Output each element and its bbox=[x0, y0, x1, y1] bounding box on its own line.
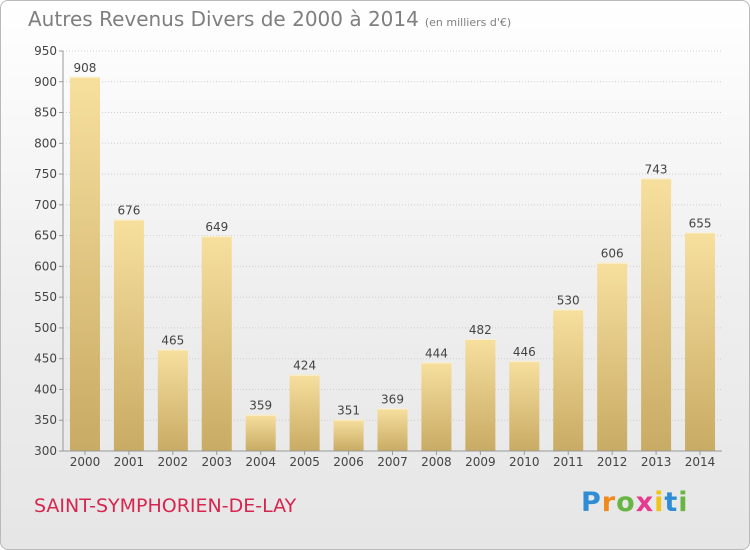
data-label: 649 bbox=[205, 220, 228, 234]
data-label: 655 bbox=[689, 217, 712, 231]
data-label: 424 bbox=[293, 359, 316, 373]
y-tick-label: 500 bbox=[34, 321, 57, 335]
y-tick-label: 400 bbox=[34, 382, 57, 396]
x-tick-label: 2011 bbox=[553, 455, 584, 469]
x-tick-label: 2002 bbox=[158, 455, 189, 469]
bar bbox=[333, 419, 364, 451]
y-tick-label: 650 bbox=[34, 229, 57, 243]
x-tick-label: 2006 bbox=[333, 455, 364, 469]
data-label: 530 bbox=[557, 293, 580, 307]
y-tick-label: 700 bbox=[34, 198, 57, 212]
bar bbox=[421, 362, 452, 451]
y-tick-label: 600 bbox=[34, 259, 57, 273]
bar bbox=[465, 339, 496, 451]
y-tick-label: 950 bbox=[34, 44, 57, 58]
chart-title: Autres Revenus Divers de 2000 à 2014 (en … bbox=[28, 7, 511, 31]
data-label: 465 bbox=[161, 333, 184, 347]
bar bbox=[553, 309, 584, 451]
axis-layer: 300 350 400 450 500 550 600 650 700 750 800 850 900 9… bbox=[34, 44, 722, 469]
data-label: 482 bbox=[469, 323, 492, 337]
y-tick-label: 300 bbox=[34, 444, 57, 458]
bar bbox=[201, 236, 232, 451]
data-label: 369 bbox=[381, 393, 404, 407]
x-tick-label: 2007 bbox=[377, 455, 408, 469]
bars-layer bbox=[69, 76, 716, 451]
x-tick-label: 2008 bbox=[421, 455, 452, 469]
labels-layer: 908 676 465 649 359 424 351 369 444 482 446 530 606 7… bbox=[74, 61, 712, 418]
y-tick-label: 350 bbox=[34, 413, 57, 427]
chart-unit-note: (en milliers d'€) bbox=[424, 16, 512, 29]
data-label: 743 bbox=[645, 162, 668, 176]
x-tick-label: 2010 bbox=[509, 455, 540, 469]
bar bbox=[509, 361, 540, 451]
x-tick-label: 2009 bbox=[465, 455, 496, 469]
x-tick-label: 2012 bbox=[597, 455, 628, 469]
data-label: 351 bbox=[337, 404, 360, 418]
y-tick-label: 900 bbox=[34, 75, 57, 89]
x-tick-label: 2001 bbox=[114, 455, 145, 469]
bar bbox=[245, 414, 276, 451]
y-tick-label: 850 bbox=[34, 106, 57, 120]
commune-name: SAINT-SYMPHORIEN-DE-LAY bbox=[34, 495, 297, 517]
bar bbox=[113, 219, 144, 451]
x-tick-label: 2013 bbox=[641, 455, 672, 469]
bar bbox=[157, 349, 188, 451]
y-tick-label: 550 bbox=[34, 290, 57, 304]
proxiti-logo[interactable]: Proxiti bbox=[581, 487, 689, 518]
data-label: 606 bbox=[601, 247, 624, 261]
data-label: 359 bbox=[249, 399, 272, 413]
y-tick-label: 750 bbox=[34, 167, 57, 181]
x-tick-label: 2000 bbox=[70, 455, 101, 469]
bar bbox=[289, 374, 320, 451]
x-tick-label: 2005 bbox=[289, 455, 320, 469]
data-label: 444 bbox=[425, 346, 448, 360]
bar bbox=[597, 262, 628, 451]
x-tick-label: 2004 bbox=[245, 455, 276, 469]
data-label: 908 bbox=[74, 61, 97, 75]
bar bbox=[377, 408, 408, 451]
x-tick-label: 2003 bbox=[201, 455, 232, 469]
y-tick-label: 450 bbox=[34, 352, 57, 366]
bar bbox=[69, 76, 100, 451]
data-label: 446 bbox=[513, 345, 536, 359]
data-label: 676 bbox=[117, 204, 140, 218]
y-tick-label: 800 bbox=[34, 136, 57, 150]
bar bbox=[641, 178, 672, 451]
chart-title-main: Autres Revenus Divers de 2000 à 2014 bbox=[28, 7, 419, 31]
bar bbox=[685, 232, 716, 451]
x-tick-label: 2014 bbox=[685, 455, 716, 469]
